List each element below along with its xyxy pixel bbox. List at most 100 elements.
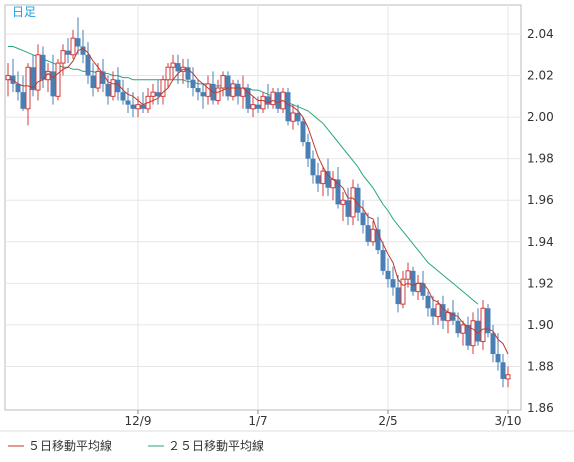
legend: ５日移動平均線 ２５日移動平均線	[8, 438, 264, 453]
grid-layer	[5, 5, 521, 410]
candle-body	[135, 104, 141, 110]
candle	[340, 191, 346, 221]
candle-body	[400, 278, 406, 305]
candle	[325, 158, 331, 197]
candle-body	[260, 95, 266, 110]
candle	[120, 79, 126, 105]
candle	[140, 92, 146, 113]
candle-body	[475, 320, 481, 342]
candle-body	[460, 324, 466, 334]
candle-body	[505, 374, 511, 380]
candle-body	[270, 91, 276, 106]
candle	[450, 299, 456, 325]
candle	[80, 29, 86, 64]
candle	[90, 63, 96, 97]
candle-body	[305, 142, 311, 159]
y-tick-label: 2.04	[527, 27, 554, 41]
candle-body	[40, 54, 46, 80]
candle-body	[160, 79, 166, 97]
x-tick-label: 12/9	[125, 414, 152, 428]
candle	[375, 216, 381, 255]
candle-body	[110, 79, 116, 97]
candle	[235, 79, 241, 105]
candle	[460, 320, 466, 346]
candle-body	[395, 287, 401, 305]
candle	[335, 166, 341, 209]
candle-body	[35, 54, 41, 91]
candle	[385, 258, 391, 288]
candle	[390, 266, 396, 296]
candle	[305, 133, 311, 167]
candle	[365, 212, 371, 246]
candle-body	[295, 112, 301, 122]
candle	[225, 71, 231, 101]
x-tick-label: 2/5	[378, 414, 397, 428]
candle-body	[55, 62, 61, 97]
candle	[310, 150, 316, 184]
candle	[465, 316, 471, 350]
candle	[105, 75, 111, 105]
candle-body	[70, 37, 76, 56]
candle-body	[415, 282, 421, 293]
candle-body	[75, 38, 81, 47]
candle-body	[365, 225, 371, 242]
y-tick-label: 1.98	[527, 152, 554, 166]
candle	[360, 200, 366, 234]
candle-body	[450, 312, 456, 321]
candle	[300, 117, 306, 147]
candle-body	[175, 63, 181, 72]
candle-body	[315, 175, 321, 184]
candle	[70, 29, 76, 59]
candle-body	[480, 307, 486, 343]
candle-body	[420, 283, 426, 296]
candle-body	[85, 54, 91, 76]
candle-body	[350, 187, 356, 218]
candle-body	[185, 67, 191, 80]
candle	[320, 166, 326, 197]
candle	[505, 366, 511, 388]
candle-body	[495, 353, 501, 363]
candle-body	[355, 187, 361, 213]
y-tick-label: 1.86	[527, 401, 554, 415]
candle-body	[320, 170, 326, 185]
candle-body	[20, 92, 26, 109]
candle	[380, 241, 386, 276]
candle	[135, 96, 141, 118]
candle	[75, 17, 81, 55]
candle	[220, 71, 226, 97]
candle	[35, 44, 41, 101]
x-tick-label: 1/7	[248, 414, 267, 428]
candle-body	[405, 270, 411, 280]
period-label[interactable]: 日足	[12, 5, 36, 19]
candle	[55, 58, 61, 101]
candle	[250, 96, 256, 118]
candle-body	[285, 92, 291, 122]
candle	[60, 44, 66, 76]
candle-body	[290, 112, 296, 122]
candle	[195, 79, 201, 101]
candle-body	[490, 333, 496, 354]
candle	[25, 63, 31, 126]
candle	[100, 58, 106, 93]
candle-body	[340, 199, 346, 205]
candle-layer	[5, 17, 511, 388]
candle	[150, 83, 156, 105]
candle-body	[390, 279, 396, 288]
candle-body	[300, 121, 306, 143]
candle	[190, 67, 196, 97]
candle-body	[500, 362, 506, 379]
candle-body	[205, 83, 211, 97]
y-axis: 2.04 2.02 2.00 1.98 1.96 1.94 1.92 1.90 1.88 1.86	[527, 27, 554, 415]
candle-body	[50, 71, 56, 97]
candle-body	[435, 303, 441, 318]
candle	[270, 88, 276, 109]
candle-body	[165, 66, 171, 81]
candle	[170, 54, 176, 80]
candle-body	[250, 104, 256, 110]
candle-body	[130, 104, 136, 109]
candle-body	[5, 75, 11, 81]
candle-body	[265, 96, 271, 105]
candle-body	[455, 320, 461, 334]
candle	[410, 266, 416, 296]
